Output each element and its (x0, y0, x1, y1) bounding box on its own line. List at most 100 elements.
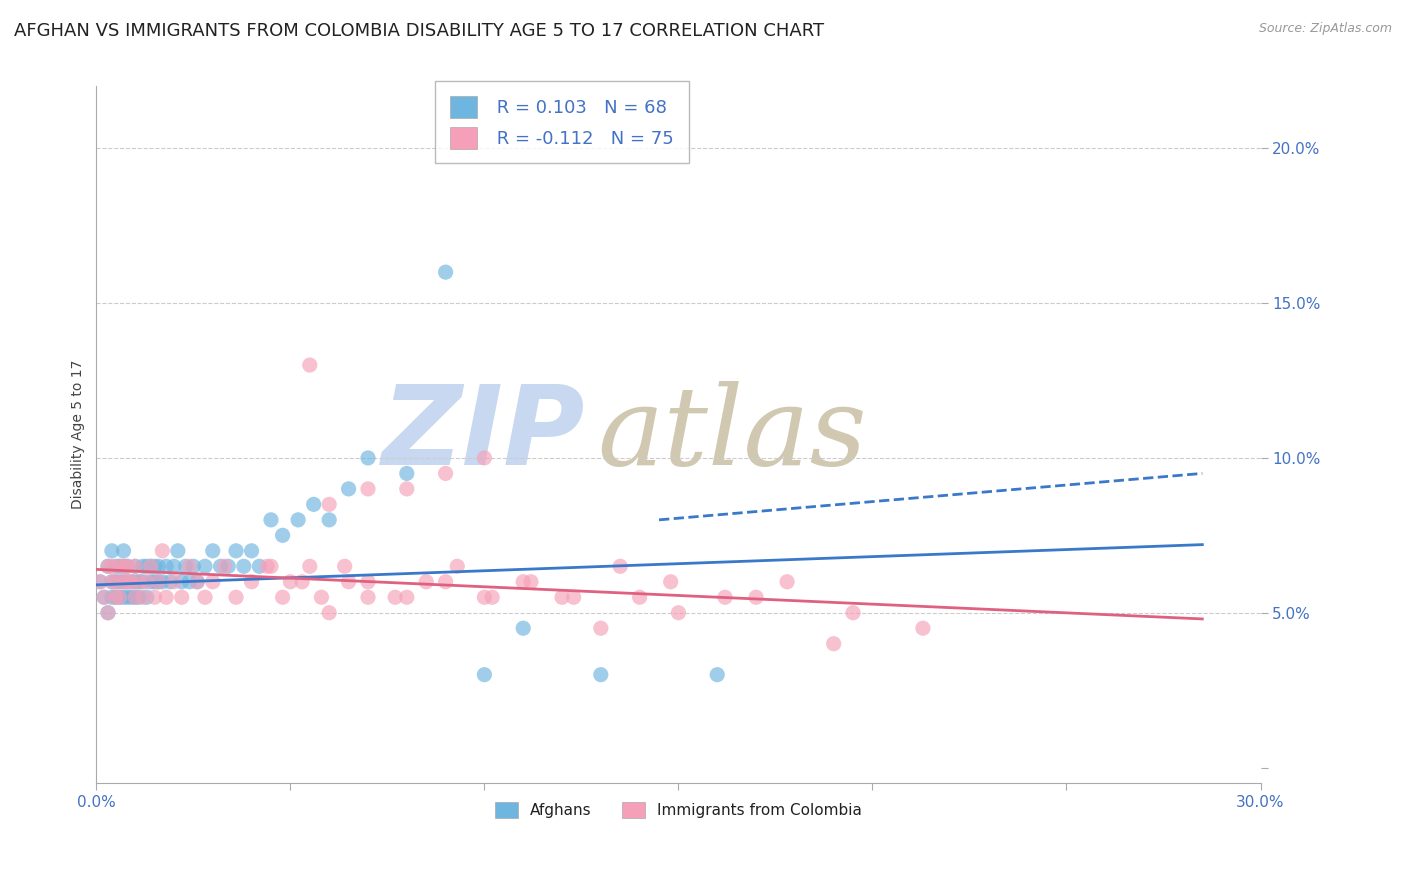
Point (384, 591, 406, 605)
Point (434, 574, 457, 589)
Point (415, 574, 437, 589)
Point (311, 591, 333, 605)
Point (150, 574, 173, 589)
Point (124, 591, 146, 605)
Point (240, 544, 263, 558)
Point (357, 574, 380, 589)
Point (97, 606, 120, 620)
Point (101, 591, 124, 605)
Point (93, 591, 115, 605)
Point (609, 559, 631, 574)
Point (163, 559, 186, 574)
Point (148, 574, 170, 589)
Text: AFGHAN VS IMMIGRANTS FROM COLOMBIA DISABILITY AGE 5 TO 17 CORRELATION CHART: AFGHAN VS IMMIGRANTS FROM COLOMBIA DISAB… (14, 22, 824, 40)
Point (148, 574, 170, 589)
Point (124, 559, 146, 574)
Point (357, 482, 380, 496)
Point (104, 559, 127, 574)
Point (112, 544, 135, 558)
Point (512, 574, 534, 589)
Point (911, 621, 934, 635)
Point (132, 559, 155, 574)
Point (117, 559, 139, 574)
Point (291, 574, 314, 589)
Point (823, 637, 845, 651)
Point (128, 591, 150, 605)
Point (108, 559, 131, 574)
Point (232, 559, 254, 574)
Point (474, 591, 496, 605)
Point (256, 559, 278, 574)
Point (120, 591, 142, 605)
Point (117, 574, 139, 589)
Text: atlas: atlas (598, 381, 866, 489)
Point (155, 559, 177, 574)
Point (333, 559, 356, 574)
Point (101, 574, 124, 589)
Point (124, 591, 146, 605)
Point (150, 544, 173, 558)
Point (104, 574, 127, 589)
Point (271, 528, 294, 542)
Point (520, 574, 543, 589)
Point (183, 559, 205, 574)
Point (117, 591, 139, 605)
Point (668, 606, 690, 620)
Point (170, 591, 193, 605)
Y-axis label: Disability Age 5 to 17: Disability Age 5 to 17 (72, 360, 86, 509)
Point (155, 591, 177, 605)
Point (108, 574, 131, 589)
Point (217, 559, 239, 574)
Point (139, 574, 162, 589)
Point (139, 559, 162, 574)
Point (280, 574, 302, 589)
Point (474, 667, 496, 681)
Point (101, 544, 124, 558)
Point (186, 574, 208, 589)
Point (298, 559, 321, 574)
Point (120, 574, 142, 589)
Point (132, 574, 155, 589)
Point (318, 513, 340, 527)
Point (318, 606, 340, 620)
Point (112, 591, 135, 605)
Point (302, 497, 325, 511)
Point (143, 591, 166, 605)
Point (128, 574, 150, 589)
Point (194, 559, 217, 574)
Point (186, 574, 208, 589)
Point (446, 559, 468, 574)
Point (143, 559, 166, 574)
Point (163, 574, 186, 589)
Point (842, 606, 865, 620)
Point (101, 574, 124, 589)
Point (97, 559, 120, 574)
Text: ZIP: ZIP (382, 381, 585, 488)
Point (117, 559, 139, 574)
Point (589, 621, 612, 635)
Point (124, 574, 146, 589)
Point (135, 559, 157, 574)
Point (551, 591, 574, 605)
Point (194, 591, 217, 605)
Point (135, 591, 157, 605)
Point (159, 574, 181, 589)
Point (337, 482, 360, 496)
Point (89, 574, 111, 589)
Point (357, 591, 380, 605)
Point (562, 591, 585, 605)
Point (271, 591, 294, 605)
Point (132, 591, 155, 605)
Point (97, 606, 120, 620)
Point (112, 574, 135, 589)
Point (628, 591, 651, 605)
Point (318, 497, 340, 511)
Point (481, 591, 503, 605)
Point (139, 559, 162, 574)
Point (395, 467, 418, 481)
Point (143, 574, 166, 589)
Point (179, 559, 201, 574)
Point (120, 574, 142, 589)
Point (287, 513, 309, 527)
Text: Source: ZipAtlas.com: Source: ZipAtlas.com (1258, 22, 1392, 36)
